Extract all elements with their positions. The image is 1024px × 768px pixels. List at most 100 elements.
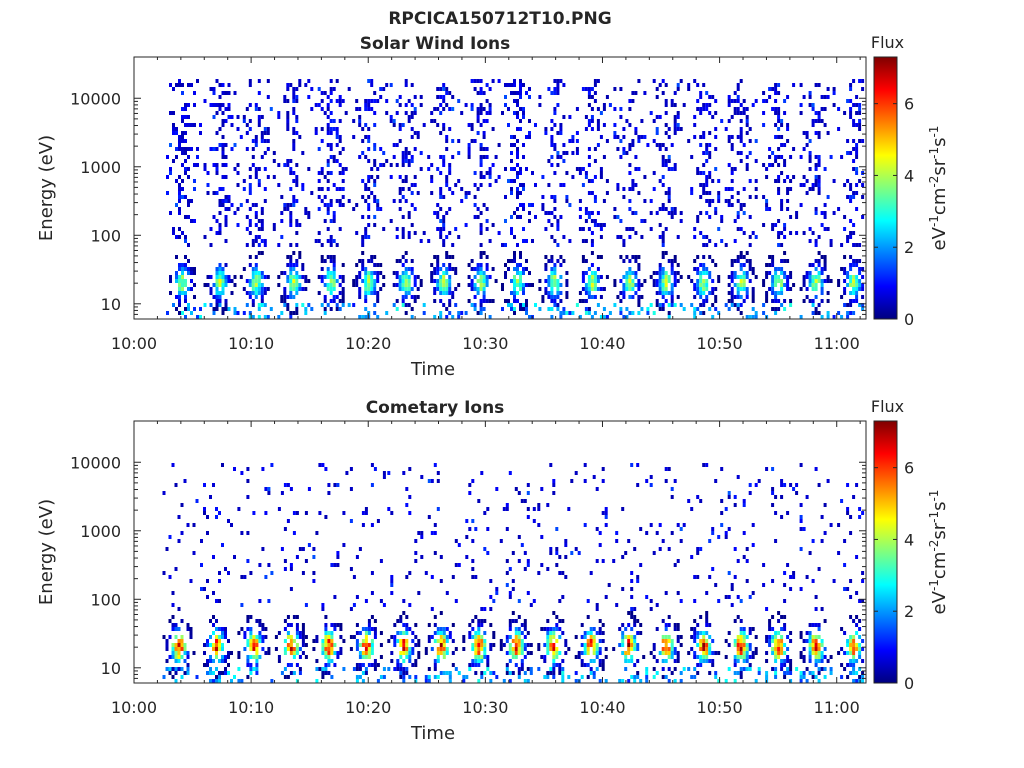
flux-cell	[258, 631, 262, 635]
flux-cell	[209, 275, 213, 279]
flux-cell	[424, 647, 428, 651]
flux-cell	[175, 295, 178, 299]
flux-cell	[243, 631, 247, 635]
flux-cell	[169, 171, 172, 175]
flux-cell	[748, 179, 752, 183]
flux-cell	[661, 239, 665, 243]
flux-cell	[349, 567, 353, 571]
flux-cell	[184, 283, 187, 287]
flux-cell	[373, 111, 377, 115]
flux-cell	[789, 659, 793, 663]
flux-cell	[520, 639, 524, 643]
flux-cell	[690, 647, 694, 651]
flux-cell	[402, 651, 406, 655]
flux-cell	[497, 231, 501, 235]
flux-cell	[405, 671, 409, 675]
flux-cell	[445, 255, 449, 259]
flux-cell	[652, 79, 656, 83]
flux-cell	[514, 631, 518, 635]
flux-cell	[212, 103, 216, 107]
flux-cell	[846, 271, 850, 275]
flux-cell	[513, 307, 516, 311]
flux-cell	[407, 99, 411, 103]
flux-cell	[398, 275, 402, 279]
flux-cell	[513, 111, 516, 115]
flux-cell	[634, 271, 638, 275]
flux-cell	[826, 299, 830, 303]
flux-cell	[771, 467, 775, 471]
flux-cell	[855, 659, 859, 663]
flux-cell	[519, 191, 522, 195]
flux-cell	[436, 203, 440, 207]
flux-cell	[393, 667, 397, 671]
flux-cell	[286, 303, 290, 307]
flux-cell	[633, 607, 637, 611]
flux-cell	[175, 127, 178, 131]
flux-cell	[373, 159, 377, 163]
flux-cell	[631, 211, 635, 215]
flux-cell	[637, 283, 641, 287]
flux-cell	[516, 191, 519, 195]
flux-cell	[549, 647, 553, 651]
flux-cell	[286, 483, 290, 487]
flux-cell	[514, 643, 518, 647]
flux-cell	[541, 175, 545, 179]
flux-cell	[777, 135, 781, 139]
flux-cell	[175, 203, 178, 207]
flux-cell	[445, 291, 449, 295]
flux-cell	[777, 83, 781, 87]
flux-cell	[479, 263, 483, 267]
flux-cell	[177, 647, 181, 651]
flux-cell	[511, 651, 515, 655]
flux-cell	[184, 195, 187, 199]
flux-cell	[304, 635, 308, 639]
flux-cell	[382, 151, 386, 155]
flux-cell	[702, 283, 706, 287]
flux-cell	[544, 127, 548, 131]
flux-cell	[777, 639, 781, 643]
flux-cell	[724, 639, 728, 643]
flux-cell	[520, 651, 524, 655]
flux-cell	[736, 615, 740, 619]
flux-cell	[177, 643, 181, 647]
flux-cell	[714, 307, 718, 311]
flux-cell	[768, 155, 772, 159]
flux-cell	[190, 287, 193, 291]
flux-cell	[364, 271, 368, 275]
flux-cell	[805, 275, 809, 279]
flux-cell	[218, 211, 222, 215]
flux-cell	[408, 571, 412, 575]
flux-cell	[488, 175, 492, 179]
flux-cell	[212, 87, 216, 91]
flux-cell	[799, 203, 803, 207]
flux-cell	[820, 255, 824, 259]
flux-cell	[482, 175, 486, 179]
flux-cell	[820, 119, 824, 123]
flux-cell	[344, 167, 348, 171]
flux-cell	[451, 107, 455, 111]
flux-cell	[251, 291, 255, 295]
flux-cell	[584, 219, 588, 223]
flux-cell	[733, 167, 737, 171]
flux-cell	[627, 651, 631, 655]
flux-cell	[471, 479, 475, 483]
flux-cell	[652, 643, 656, 647]
flux-cell	[552, 655, 556, 659]
flux-cell	[673, 623, 677, 627]
flux-cell	[480, 671, 484, 675]
flux-cell	[508, 679, 512, 683]
flux-cell	[516, 91, 519, 95]
flux-cell	[652, 311, 656, 315]
flux-cell	[546, 639, 550, 643]
flux-cell	[739, 651, 743, 655]
flux-cell	[616, 147, 620, 151]
flux-cell	[826, 479, 830, 483]
flux-cell	[376, 291, 380, 295]
flux-cell	[519, 183, 522, 187]
flux-cell	[240, 471, 244, 475]
flux-cell	[673, 303, 677, 307]
flux-cell	[658, 263, 662, 267]
flux-cell	[314, 103, 318, 107]
flux-cell	[584, 87, 588, 91]
flux-cell	[439, 311, 443, 315]
